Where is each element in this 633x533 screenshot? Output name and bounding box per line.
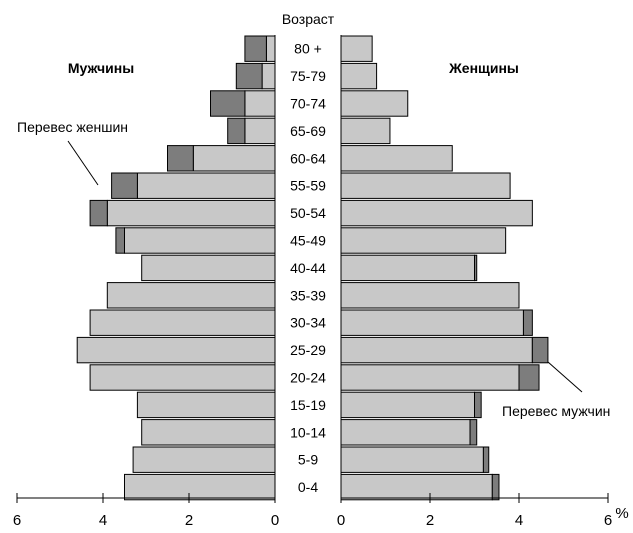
female-bar-75-79 [340, 62, 378, 90]
female-bar-15-19 [340, 391, 475, 419]
male-excess-bar-45-49 [115, 227, 126, 254]
female-x-tick-label-2: 2 [426, 512, 434, 529]
female-excess-bar-15-19 [474, 391, 482, 419]
age-label-75-79: 75-79 [290, 68, 326, 84]
female-excess-bar-5-9 [482, 446, 490, 473]
age-label-30-34: 30-34 [290, 315, 326, 331]
male-bar-20-24 [89, 364, 276, 391]
male-bar-50-54 [106, 199, 276, 227]
male-bar-70-74 [244, 90, 276, 117]
female-bar-20-24 [340, 364, 520, 391]
male-bar-35-39 [106, 282, 276, 309]
male-bar-55-59 [136, 172, 276, 199]
male-bar-10-14 [141, 419, 276, 446]
male-bar-30-34 [89, 309, 276, 336]
female-bar-50-54 [340, 199, 533, 227]
annotation-male-excess-pointer [547, 361, 583, 393]
male-bar-40-44 [141, 254, 276, 282]
male-bar-5-9 [132, 446, 276, 473]
female-bar-10-14 [340, 419, 471, 446]
female-bar-45-49 [340, 227, 507, 254]
female-bar-80 + [340, 35, 373, 62]
female-x-tick-label-0: 0 [337, 512, 345, 529]
male-bar-75-79 [261, 62, 276, 90]
chart-title: Возраст [282, 11, 335, 27]
male-excess-bar-55-59 [111, 172, 138, 199]
male-bar-25-29 [76, 336, 276, 364]
x-axis-unit-label: % [615, 505, 628, 522]
female-x-tick-label-4: 4 [515, 512, 523, 529]
female-bar-5-9 [340, 446, 484, 473]
age-label-60-64: 60-64 [290, 150, 326, 166]
male-bar-65-69 [244, 117, 276, 145]
male-bar-0-4 [124, 473, 276, 501]
age-label-25-29: 25-29 [290, 342, 326, 358]
age-label-10-14: 10-14 [290, 424, 326, 440]
age-label-45-49: 45-49 [290, 233, 326, 249]
male-excess-bar-70-74 [210, 90, 246, 117]
male-excess-bar-65-69 [227, 117, 246, 145]
female-bar-70-74 [340, 90, 409, 117]
female-excess-bar-0-4 [491, 473, 500, 501]
age-label-65-69: 65-69 [290, 123, 326, 139]
age-label-35-39: 35-39 [290, 287, 326, 303]
female-label: Женщины [448, 60, 519, 76]
male-bar-15-19 [136, 391, 276, 419]
female-bar-25-29 [340, 336, 533, 364]
female-excess-bar-40-44 [474, 254, 478, 282]
female-excess-bar-10-14 [469, 419, 478, 446]
male-x-tick-label-0: 0 [271, 512, 279, 529]
female-excess-bar-20-24 [518, 364, 540, 391]
male-bar-60-64 [192, 145, 276, 172]
age-label-55-59: 55-59 [290, 178, 326, 194]
male-bar-45-49 [124, 227, 276, 254]
age-label-40-44: 40-44 [290, 260, 326, 276]
male-excess-bar-50-54 [89, 199, 108, 227]
annotation-female-excess: Перевес женшин [17, 119, 128, 135]
male-x-tick-label-4: 4 [99, 512, 107, 529]
annotation-male-excess: Перевес мужчин [502, 403, 610, 419]
female-bar-0-4 [340, 473, 493, 501]
female-bar-65-69 [340, 117, 391, 145]
male-label: Мужчины [68, 60, 134, 76]
age-label-50-54: 50-54 [290, 205, 326, 221]
annotation-female-excess-pointer [67, 140, 99, 186]
female-bar-55-59 [340, 172, 511, 199]
age-label-0-4: 0-4 [298, 479, 318, 495]
female-bar-30-34 [340, 309, 524, 336]
female-excess-bar-25-29 [531, 336, 549, 364]
male-x-tick-label-6: 6 [13, 512, 21, 529]
male-x-tick-label-2: 2 [185, 512, 193, 529]
age-label-5-9: 5-9 [298, 452, 318, 468]
male-excess-bar-60-64 [167, 145, 194, 172]
female-bar-35-39 [340, 282, 520, 309]
age-label-15-19: 15-19 [290, 397, 326, 413]
male-bar-80 + [265, 35, 276, 62]
female-excess-bar-30-34 [522, 309, 533, 336]
female-bar-60-64 [340, 145, 453, 172]
female-x-tick-label-6: 6 [604, 512, 612, 529]
age-label-80 +: 80 + [294, 41, 322, 57]
female-bar-40-44 [340, 254, 475, 282]
male-excess-bar-75-79 [235, 62, 263, 90]
age-label-70-74: 70-74 [290, 96, 326, 112]
male-excess-bar-80 + [244, 35, 267, 62]
age-label-20-24: 20-24 [290, 370, 326, 386]
